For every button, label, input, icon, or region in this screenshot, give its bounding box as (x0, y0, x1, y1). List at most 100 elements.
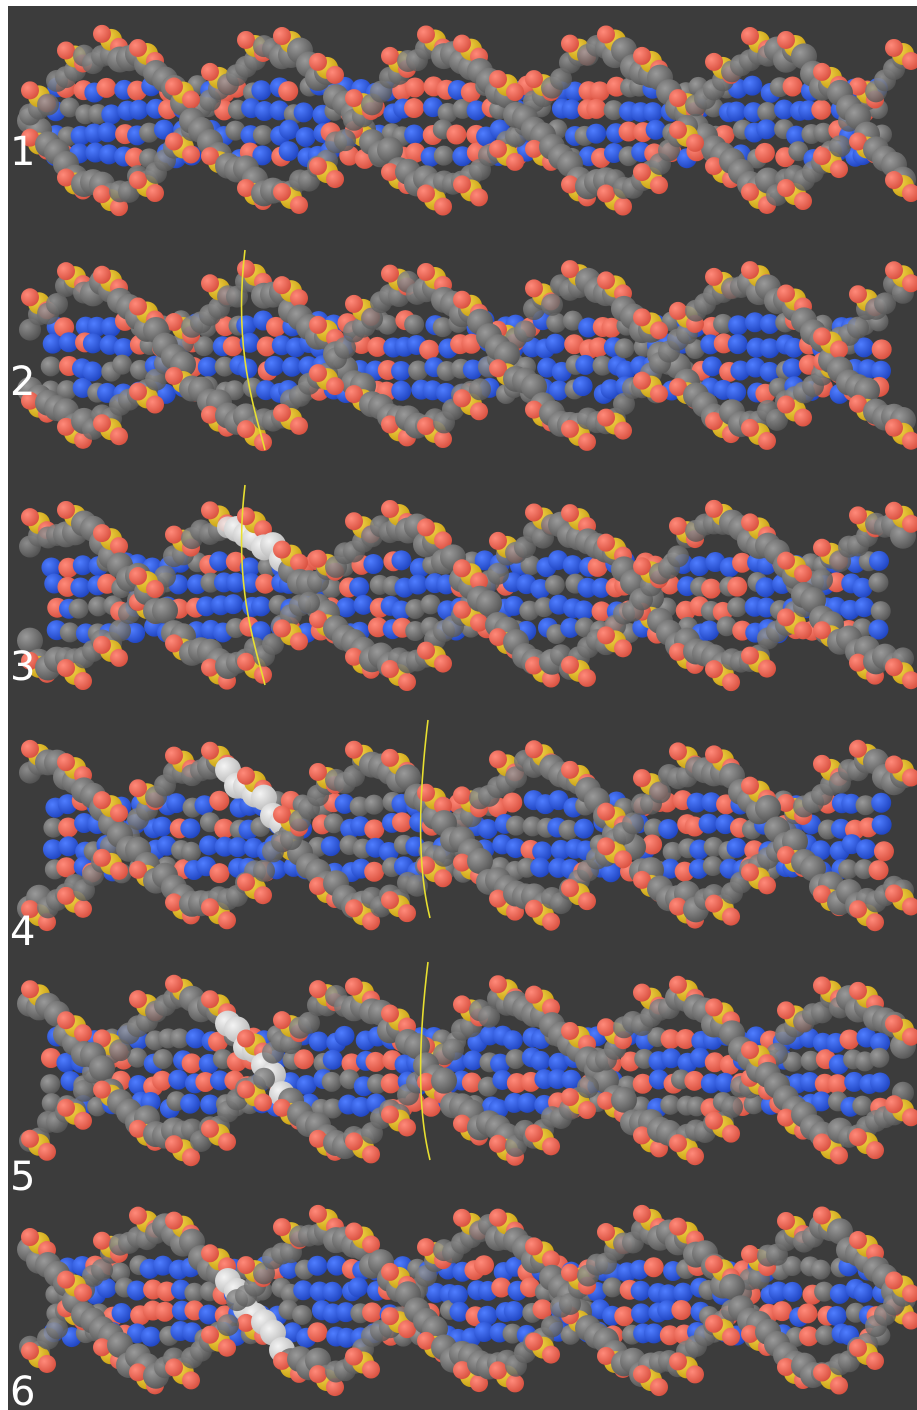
base-atom (405, 77, 425, 97)
base-atom (503, 1030, 523, 1050)
oxygen (93, 414, 111, 432)
oxygen (813, 328, 831, 346)
oxygen (129, 990, 147, 1008)
oxygen (669, 302, 687, 320)
oxygen (417, 25, 435, 43)
backbone-atom (541, 294, 563, 316)
backbone-atom (611, 1087, 637, 1113)
oxygen (777, 31, 795, 49)
oxygen (597, 803, 615, 821)
base-atom (673, 1283, 693, 1303)
oxygen (561, 1022, 579, 1040)
base-atom (840, 1029, 860, 1049)
oxygen (57, 659, 75, 677)
oxygen (201, 742, 219, 760)
oxygen (417, 1238, 435, 1256)
base-atom (590, 81, 610, 101)
oxygen (21, 1228, 39, 1246)
base-atom (434, 146, 454, 166)
dna-figure: 123456 (0, 0, 917, 1410)
base-atom (870, 1072, 890, 1092)
base-atom (404, 98, 424, 118)
base-atom (182, 1053, 202, 1073)
base-atom (871, 793, 891, 813)
oxygen (182, 1371, 200, 1389)
oxygen (381, 1005, 399, 1023)
oxygen (741, 27, 759, 45)
oxygen (705, 53, 723, 71)
oxygen (129, 297, 147, 315)
base-atom (644, 1257, 664, 1277)
base-atom (646, 120, 666, 140)
base-atom (419, 340, 439, 360)
backbone-atom (469, 378, 491, 400)
base-atom (573, 376, 593, 396)
oxygen (561, 504, 579, 522)
base-atom (631, 1281, 651, 1301)
base-atom (168, 1070, 188, 1090)
base-atom (782, 358, 802, 378)
base-atom (392, 812, 412, 832)
oxygen (561, 761, 579, 779)
oxygen (542, 913, 560, 931)
oxygen (722, 673, 740, 691)
oxygen (345, 295, 363, 313)
base-atom (335, 1026, 355, 1046)
oxygen (21, 740, 39, 758)
base-atom (153, 1049, 173, 1069)
oxygen (705, 1255, 723, 1273)
oxygen (578, 669, 596, 687)
base-atom (348, 1277, 368, 1297)
base-atom (530, 857, 550, 877)
oxygen (885, 1095, 903, 1113)
base-atom (614, 338, 634, 358)
base-atom (209, 791, 229, 811)
base-atom (699, 620, 719, 640)
oxygen (578, 1101, 596, 1119)
oxygen (525, 1124, 543, 1142)
oxygen (254, 1093, 272, 1111)
oxygen (813, 1364, 831, 1382)
oxygen (381, 1307, 399, 1325)
oxygen (345, 899, 363, 917)
base-atom (586, 99, 606, 119)
oxygen (525, 70, 543, 88)
backbone-atom (541, 1315, 563, 1337)
oxygen (21, 288, 39, 306)
oxygen (273, 404, 291, 422)
oxygen (777, 608, 795, 626)
oxygen (290, 289, 308, 307)
oxygen (561, 1264, 579, 1282)
oxygen (326, 170, 344, 188)
oxygen (542, 1346, 560, 1364)
oxygen (129, 779, 147, 797)
oxygen (345, 89, 363, 107)
oxygen (741, 1245, 759, 1263)
panel-label: 1 (10, 129, 35, 175)
page: 123456 (() => { const data = JSON.parse(… (0, 0, 917, 1410)
base-atom (152, 817, 172, 837)
oxygen (669, 976, 687, 994)
oxygen (273, 27, 291, 45)
oxygen (561, 1088, 579, 1106)
base-atom (223, 594, 243, 614)
oxygen (453, 559, 471, 577)
oxygen (597, 271, 615, 289)
oxygen (489, 1135, 507, 1153)
oxygen (830, 1146, 848, 1164)
base-atom (871, 601, 891, 621)
oxygen (813, 755, 831, 773)
base-atom (278, 81, 298, 101)
oxygen (273, 276, 291, 294)
base-atom (742, 76, 762, 96)
oxygen (57, 1271, 75, 1289)
base-atom (726, 382, 746, 402)
oxygen (489, 750, 507, 768)
oxygen (866, 913, 884, 931)
oxygen (345, 1132, 363, 1150)
oxygen (201, 501, 219, 519)
oxygen (165, 1358, 183, 1376)
oxygen (309, 157, 327, 175)
oxygen (165, 1135, 183, 1153)
base-atom (404, 314, 424, 334)
